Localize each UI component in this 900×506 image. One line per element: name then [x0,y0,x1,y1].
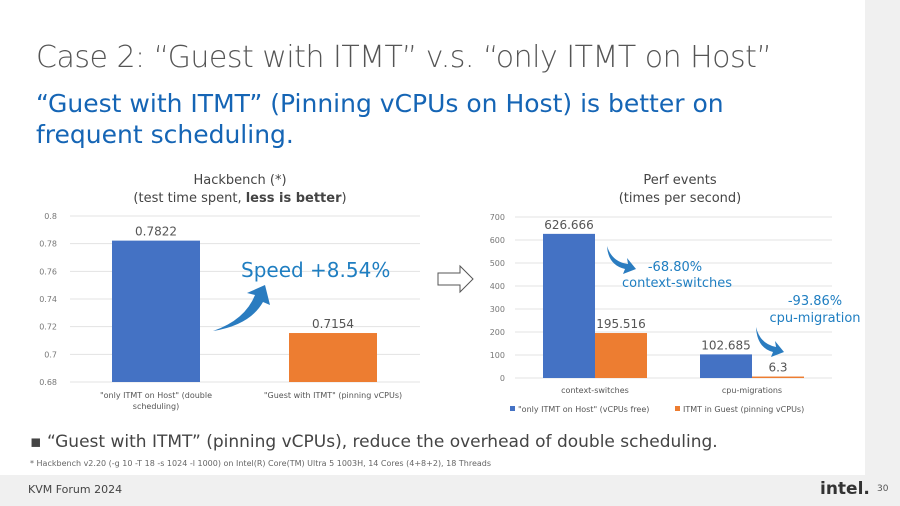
chart2-title-text: Perf events [643,173,717,188]
legend-label: "only ITMT on Host" (vCPUs free) [518,405,649,414]
cm-annotation-pct: -93.86% [788,294,842,309]
slide-title: Case 2: “Guest with ITMT” v.s. “only ITM… [36,40,772,75]
chart1-title-text: Hackbench (*) [193,173,287,188]
y-tick-label: 0.76 [39,267,57,276]
x-tick-label: scheduling) [133,402,179,411]
bar [700,354,752,378]
chart1-subtitle: (test time spent, less is better) [133,191,347,206]
cs-annotation-pct: -68.80% [648,260,702,275]
x-tick-label: cpu-migrations [722,386,782,395]
y-tick-label: 100 [490,351,505,360]
footer-text: KVM Forum 2024 [28,483,123,496]
chart2-subtitle: (times per second) [618,191,742,206]
curved-arrow-up-icon [213,285,270,331]
chart1-subtitle-plain: (test time spent, [133,191,246,206]
legend-label: ITMT in Guest (pinning vCPUs) [683,405,804,414]
y-tick-label: 0.78 [39,240,57,249]
y-tick-label: 400 [490,282,505,291]
bullet-text: “Guest with ITMT” (pinning vCPUs), reduc… [46,432,718,452]
cs-annotation-label: context-switches [622,276,732,291]
charts-canvas: 0.68 0.7 0.72 0.74 0.76 0.78 0.8 0.7822 0.7154 "o… [39,212,860,414]
y-tick-label: 500 [490,259,505,268]
footer-band [0,475,900,506]
chart2-title: Perf events (times per second) [530,172,830,208]
y-tick-label: 0.72 [39,323,57,332]
data-label: 6.3 [768,361,787,375]
curved-arrow-down-icon [756,327,784,357]
perf-events-chart: 0 100 200 300 400 500 600 700 626.666 102.685 195.… [490,213,832,414]
y-tick-label: 200 [490,328,505,337]
x-tick-label: "only ITMT on Host" (double [100,391,212,400]
legend-swatch [675,406,680,411]
bar [543,233,595,378]
data-label: 195.516 [596,317,646,331]
x-tick-label: "Guest with ITMT" (pinning vCPUs) [264,391,402,400]
y-tick-label: 0 [500,374,505,383]
curved-arrow-down-icon [607,246,636,274]
y-tick-label: 300 [490,305,505,314]
y-tick-label: 700 [490,213,505,222]
page-number: 30 [877,484,889,494]
y-tick-label: 600 [490,236,505,245]
bar [752,376,804,378]
data-label: 626.666 [544,218,594,232]
y-tick-label: 0.8 [44,212,57,221]
slide-subtitle: “Guest with ITMT” (Pinning vCPUs on Host… [36,89,724,149]
legend-swatch [510,406,515,411]
data-label: 0.7822 [135,225,177,239]
bar [595,333,647,378]
side-strip [865,0,900,506]
intel-logo: intel. [820,479,870,499]
chart1-title: Hackbench (*) (test time spent, less is … [90,172,390,208]
footnote: * Hackbench v2.20 (-g 10 -T 18 -s 1024 -… [30,459,492,468]
data-label: 0.7154 [312,317,354,331]
right-arrow-icon [437,264,474,294]
y-tick-label: 0.74 [39,295,57,304]
y-tick-label: 0.7 [44,350,57,359]
hackbench-chart: 0.68 0.7 0.72 0.74 0.76 0.78 0.8 0.7822 0.7154 "o… [39,212,420,411]
y-tick-label: 0.68 [39,378,57,387]
bar [112,240,200,382]
speed-annotation: Speed +8.54% [241,258,390,282]
data-label: 102.685 [701,338,751,352]
cm-annotation-label: cpu-migration [769,311,860,326]
bullet-point: ▪ “Guest with ITMT” (pinning vCPUs), red… [30,432,718,452]
chart1-subtitle-bold: less is better [245,191,342,206]
x-tick-label: context-switches [561,386,629,395]
bar [289,333,377,382]
